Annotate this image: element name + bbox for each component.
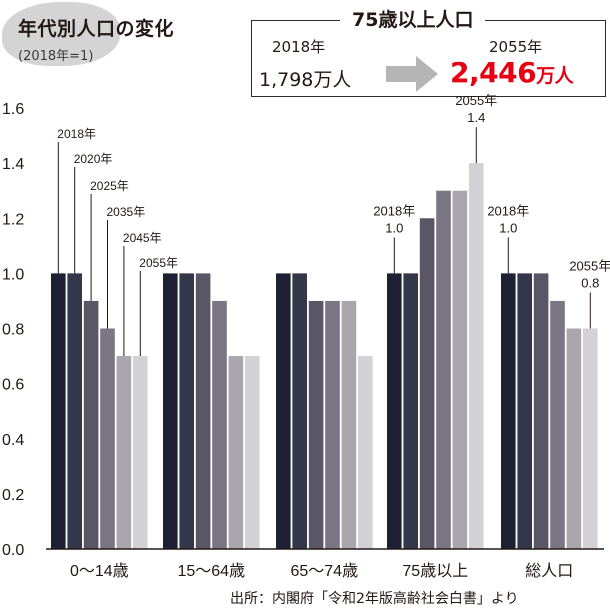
- callout-box: [251, 20, 606, 97]
- annotation-value: 1.4: [467, 110, 485, 125]
- annotation-value: 0.8: [581, 276, 599, 291]
- bar: [325, 300, 340, 549]
- bar: [533, 273, 549, 549]
- callout-to-number: 2,446: [450, 56, 537, 89]
- year-label: 2055年: [139, 256, 178, 270]
- bar: [501, 273, 516, 549]
- y-tick-label: 0.2: [2, 487, 24, 504]
- bar: [179, 273, 194, 549]
- source-note: 出所：内閣府「令和2年版高齢社会白書」より: [230, 591, 519, 607]
- bar: [228, 356, 244, 549]
- bar: [133, 356, 148, 549]
- bar: [100, 328, 115, 549]
- year-label: 2025年: [90, 179, 129, 193]
- annotation-value: 1.0: [499, 220, 517, 235]
- bar: [163, 273, 178, 549]
- title-background: [2, 2, 120, 66]
- callout-title: 75歳以上人口: [340, 5, 486, 32]
- bar: [452, 190, 468, 549]
- bar: [403, 273, 418, 549]
- callout-to-year: 2055年: [489, 38, 543, 56]
- y-tick-label: 1.2: [2, 211, 24, 228]
- chart-subtitle: (2018年=1): [18, 49, 94, 64]
- bar: [276, 273, 291, 549]
- bar: [116, 356, 132, 549]
- y-tick-label: 0.0: [2, 542, 24, 559]
- year-label: 2020年: [74, 152, 113, 166]
- year-label: 2035年: [107, 205, 146, 219]
- bar: [358, 356, 373, 549]
- y-tick-label: 1.4: [2, 156, 24, 173]
- bar: [83, 300, 99, 549]
- bar: [195, 273, 211, 549]
- callout-from-value: 1,798万人: [259, 69, 352, 91]
- bar: [387, 273, 402, 549]
- x-tick-label: 0〜14歳: [70, 562, 129, 580]
- y-tick-label: 0.4: [2, 432, 24, 449]
- bar: [292, 273, 307, 549]
- x-tick-label: 15〜64歳: [177, 562, 245, 580]
- annotation-year: 2055年: [569, 259, 610, 274]
- bar: [566, 328, 582, 549]
- y-tick-label: 1.0: [2, 266, 24, 283]
- x-tick-label: 75歳以上: [402, 562, 468, 580]
- bar: [308, 300, 324, 549]
- x-tick-label: 総人口: [525, 562, 573, 580]
- y-tick-label: 1.6: [2, 101, 24, 118]
- bar: [245, 356, 260, 549]
- bar: [469, 163, 484, 549]
- bar: [212, 300, 227, 549]
- bar: [517, 273, 532, 549]
- year-label: 2045年: [123, 231, 162, 245]
- callout-to-value: 2,446万人: [450, 56, 574, 89]
- bar: [341, 300, 357, 549]
- callout-to-unit: 万人: [536, 65, 574, 87]
- y-tick-label: 0.8: [2, 322, 24, 339]
- chart-title: 年代別人口の変化: [18, 18, 175, 40]
- callout-from-year: 2018年: [272, 38, 326, 56]
- bar: [436, 190, 451, 549]
- y-tick-label: 0.6: [2, 377, 24, 394]
- bar: [419, 218, 435, 549]
- bar: [550, 300, 565, 549]
- annotation-value: 1.0: [385, 220, 403, 235]
- x-tick-label: 65〜74歳: [290, 562, 358, 580]
- year-label: 2018年: [57, 127, 96, 141]
- bar: [583, 328, 598, 549]
- annotation-year: 2018年: [373, 203, 415, 218]
- bar: [67, 273, 82, 549]
- annotation-year: 2055年: [455, 93, 497, 108]
- annotation-year: 2018年: [487, 203, 529, 218]
- arrow-right-icon: [386, 56, 438, 92]
- bar: [51, 273, 66, 549]
